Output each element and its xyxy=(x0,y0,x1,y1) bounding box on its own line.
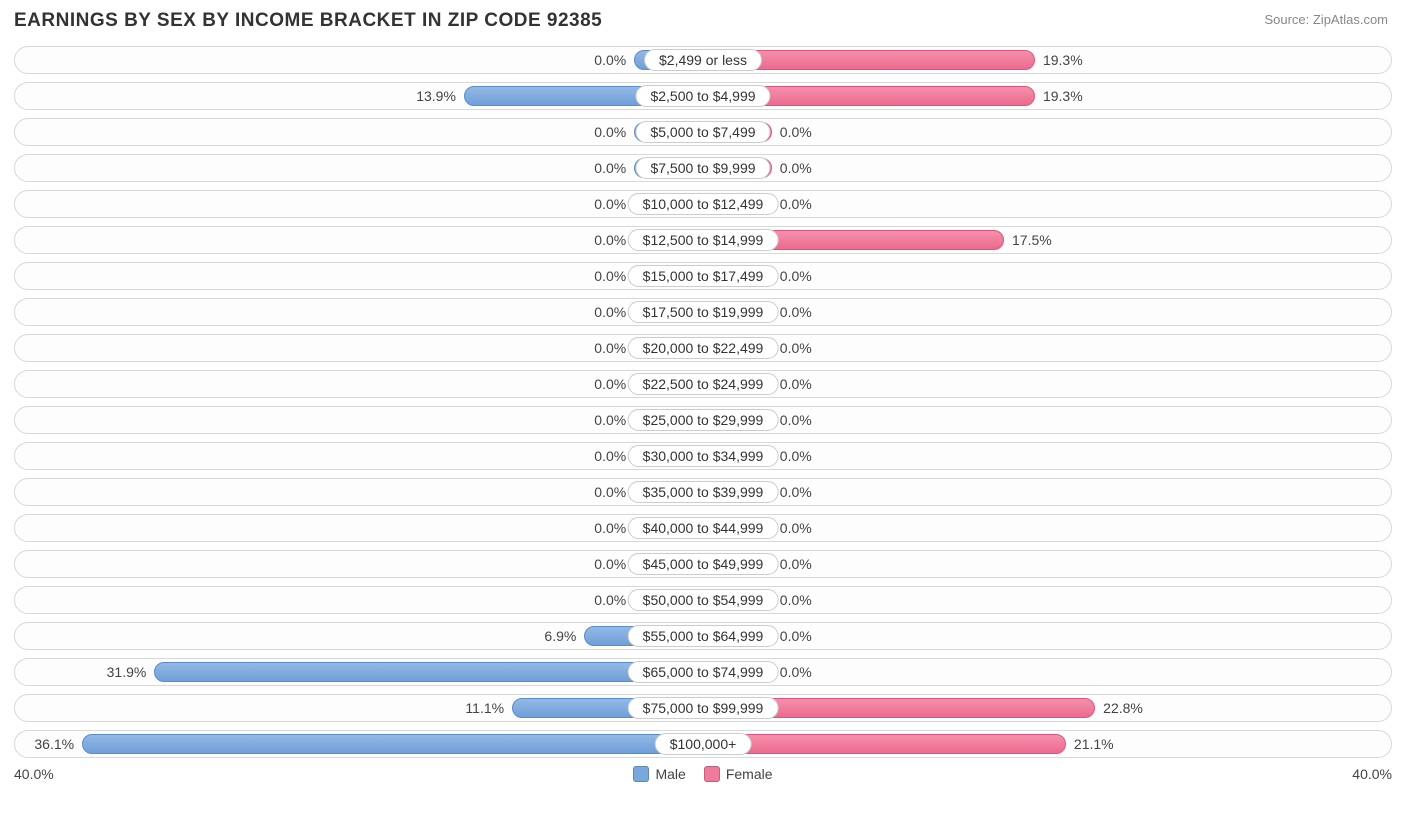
category-label: $7,500 to $9,999 xyxy=(635,157,770,179)
category-label: $45,000 to $49,999 xyxy=(628,553,779,575)
male-pct-label: 0.0% xyxy=(594,124,626,140)
chart-row: 31.9% 0.0%$65,000 to $74,999 xyxy=(14,658,1392,686)
male-pct-label: 0.0% xyxy=(594,160,626,176)
female-pct-label: 22.8% xyxy=(1103,700,1143,716)
female-pct-label: 0.0% xyxy=(780,340,812,356)
male-pct-label: 0.0% xyxy=(594,556,626,572)
category-label: $20,000 to $22,499 xyxy=(628,337,779,359)
female-pct-label: 0.0% xyxy=(780,520,812,536)
diverging-bar-chart: 0.0% 19.3% $2,499 or less 13.9% 19.3% $2,500 … xyxy=(14,46,1392,758)
chart-row: 6.9% 0.0%$55,000 to $64,999 xyxy=(14,622,1392,650)
female-pct-label: 0.0% xyxy=(780,484,812,500)
female-pct-label: 0.0% xyxy=(780,556,812,572)
male-pct-label: 0.0% xyxy=(594,484,626,500)
category-label: $25,000 to $29,999 xyxy=(628,409,779,431)
chart-row: 0.0% 19.3% $2,499 or less xyxy=(14,46,1392,74)
male-pct-label: 0.0% xyxy=(594,268,626,284)
category-label: $17,500 to $19,999 xyxy=(628,301,779,323)
female-pct-label: 0.0% xyxy=(780,592,812,608)
chart-row: 0.0% 0.0%$50,000 to $54,999 xyxy=(14,586,1392,614)
category-label: $5,000 to $7,499 xyxy=(635,121,770,143)
female-pct-label: 0.0% xyxy=(780,304,812,320)
category-label: $65,000 to $74,999 xyxy=(628,661,779,683)
chart-title: EARNINGS BY SEX BY INCOME BRACKET IN ZIP… xyxy=(14,10,1392,32)
male-pct-label: 0.0% xyxy=(594,376,626,392)
female-pct-label: 0.0% xyxy=(780,376,812,392)
category-label: $40,000 to $44,999 xyxy=(628,517,779,539)
male-pct-label: 0.0% xyxy=(594,592,626,608)
female-pct-label: 19.3% xyxy=(1043,52,1083,68)
legend-male-label: Male xyxy=(655,766,685,782)
chart-row: 0.0% 0.0%$10,000 to $12,499 xyxy=(14,190,1392,218)
chart-row: 0.0% 0.0%$35,000 to $39,999 xyxy=(14,478,1392,506)
axis-max-left: 40.0% xyxy=(14,766,54,782)
female-pct-label: 0.0% xyxy=(780,664,812,680)
male-pct-label: 0.0% xyxy=(594,340,626,356)
male-pct-label: 0.0% xyxy=(594,196,626,212)
chart-row: 0.0% 0.0%$30,000 to $34,999 xyxy=(14,442,1392,470)
category-label: $10,000 to $12,499 xyxy=(628,193,779,215)
category-label: $2,499 or less xyxy=(644,49,762,71)
female-swatch-icon xyxy=(704,766,720,782)
category-label: $50,000 to $54,999 xyxy=(628,589,779,611)
male-pct-label: 0.0% xyxy=(594,520,626,536)
male-bar xyxy=(154,662,703,682)
female-pct-label: 0.0% xyxy=(780,628,812,644)
chart-row: 0.0% 0.0%$20,000 to $22,499 xyxy=(14,334,1392,362)
chart-row: 36.1% 21.1% $100,000+ xyxy=(14,730,1392,758)
male-pct-label: 36.1% xyxy=(34,736,74,752)
male-pct-label: 0.0% xyxy=(594,412,626,428)
legend-item-female: Female xyxy=(704,766,773,782)
category-label: $22,500 to $24,999 xyxy=(628,373,779,395)
category-label: $2,500 to $4,999 xyxy=(635,85,770,107)
male-pct-label: 13.9% xyxy=(416,88,456,104)
male-pct-label: 31.9% xyxy=(107,664,147,680)
legend-item-male: Male xyxy=(633,766,685,782)
chart-row: 0.0% 17.5% $12,500 to $14,999 xyxy=(14,226,1392,254)
chart-row: 0.0% 0.0%$22,500 to $24,999 xyxy=(14,370,1392,398)
male-pct-label: 0.0% xyxy=(594,448,626,464)
category-label: $55,000 to $64,999 xyxy=(628,625,779,647)
female-pct-label: 19.3% xyxy=(1043,88,1083,104)
chart-row: 0.0% 0.0% $7,500 to $9,999 xyxy=(14,154,1392,182)
male-pct-label: 0.0% xyxy=(594,52,626,68)
chart-row: 11.1% 22.8% $75,000 to $99,999 xyxy=(14,694,1392,722)
chart-row: 0.0% 0.0%$17,500 to $19,999 xyxy=(14,298,1392,326)
category-label: $75,000 to $99,999 xyxy=(628,697,779,719)
female-pct-label: 0.0% xyxy=(780,160,812,176)
female-pct-label: 21.1% xyxy=(1074,736,1114,752)
chart-row: 0.0% 0.0%$25,000 to $29,999 xyxy=(14,406,1392,434)
male-pct-label: 11.1% xyxy=(465,700,504,716)
female-bar xyxy=(703,734,1066,754)
male-swatch-icon xyxy=(633,766,649,782)
chart-row: 0.0% 0.0% $5,000 to $7,499 xyxy=(14,118,1392,146)
male-pct-label: 6.9% xyxy=(544,628,576,644)
category-label: $15,000 to $17,499 xyxy=(628,265,779,287)
male-pct-label: 0.0% xyxy=(594,232,626,248)
category-label: $30,000 to $34,999 xyxy=(628,445,779,467)
female-pct-label: 0.0% xyxy=(780,196,812,212)
chart-footer: 40.0% Male Female 40.0% xyxy=(14,766,1392,782)
source-attribution: Source: ZipAtlas.com xyxy=(1264,12,1388,27)
legend-female-label: Female xyxy=(726,766,773,782)
chart-row: 0.0% 0.0%$15,000 to $17,499 xyxy=(14,262,1392,290)
chart-row: 13.9% 19.3% $2,500 to $4,999 xyxy=(14,82,1392,110)
female-pct-label: 0.0% xyxy=(780,124,812,140)
male-bar xyxy=(82,734,703,754)
chart-row: 0.0% 0.0%$40,000 to $44,999 xyxy=(14,514,1392,542)
chart-row: 0.0% 0.0%$45,000 to $49,999 xyxy=(14,550,1392,578)
category-label: $35,000 to $39,999 xyxy=(628,481,779,503)
axis-max-right: 40.0% xyxy=(1352,766,1392,782)
male-pct-label: 0.0% xyxy=(594,304,626,320)
category-label: $12,500 to $14,999 xyxy=(628,229,779,251)
female-pct-label: 17.5% xyxy=(1012,232,1052,248)
female-pct-label: 0.0% xyxy=(780,448,812,464)
legend: Male Female xyxy=(633,766,772,782)
female-pct-label: 0.0% xyxy=(780,412,812,428)
category-label: $100,000+ xyxy=(655,733,752,755)
female-pct-label: 0.0% xyxy=(780,268,812,284)
